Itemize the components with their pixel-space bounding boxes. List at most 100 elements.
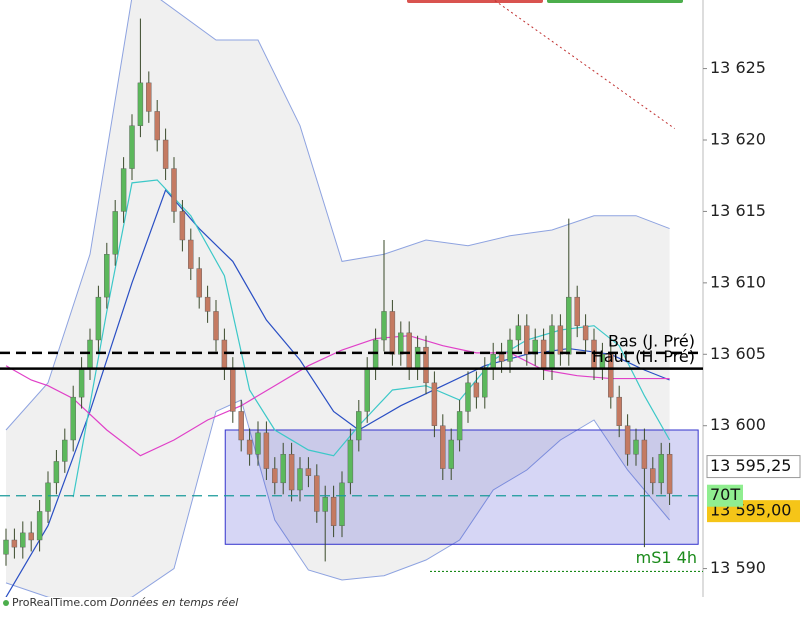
candle-body xyxy=(356,411,362,441)
level-label: Bas (J. Pré) xyxy=(608,331,695,350)
candle-body xyxy=(339,482,345,526)
candle-body xyxy=(498,354,505,362)
candle-body xyxy=(633,439,639,455)
candle-body xyxy=(608,354,614,398)
y-tick-label: 13 615 xyxy=(710,201,766,220)
candle-body xyxy=(104,254,110,298)
y-tick-label: 13 610 xyxy=(710,272,766,291)
candle-body xyxy=(381,311,387,341)
moving-average xyxy=(5,335,670,457)
footer-site: ProRealTime.com xyxy=(12,596,107,609)
price-label-box xyxy=(707,484,743,507)
candle-body xyxy=(196,268,202,298)
candle-body xyxy=(162,139,169,169)
candle-body xyxy=(549,325,555,369)
candle-body xyxy=(95,296,102,341)
candle-body xyxy=(557,325,564,355)
candle-body xyxy=(120,168,127,212)
level-label: Haut (H. Pré) xyxy=(592,347,695,366)
plot: Bas (J. Pré)Haut (H. Pré) mS1 4h xyxy=(0,0,703,605)
y-tick-label: 13 625 xyxy=(710,58,766,77)
candle-body xyxy=(70,396,76,441)
candle-body xyxy=(188,239,194,269)
candle-body xyxy=(238,411,244,441)
candle-body xyxy=(137,82,144,126)
candle-body xyxy=(45,482,51,512)
sell-button[interactable] xyxy=(407,0,543,3)
candle-body xyxy=(11,539,18,548)
candle-body xyxy=(448,439,454,469)
candle-body xyxy=(540,339,547,369)
candle-body xyxy=(440,425,446,469)
y-tick-label: 13 620 xyxy=(710,130,766,149)
candle-body xyxy=(78,368,85,398)
candle-body xyxy=(179,211,186,241)
candle-body xyxy=(658,454,664,484)
candle-body xyxy=(288,454,295,491)
candle-body xyxy=(624,425,631,455)
candle-body xyxy=(53,461,60,484)
candle-body xyxy=(322,496,328,512)
candle-body xyxy=(3,539,9,555)
candle-body xyxy=(146,82,152,112)
candle-body xyxy=(246,439,253,455)
candle-body xyxy=(566,296,572,355)
candle-body xyxy=(532,339,538,355)
price-label: 70T xyxy=(710,485,740,504)
candle-body xyxy=(389,311,396,355)
candle-body xyxy=(456,411,463,441)
candle-body xyxy=(616,396,622,426)
candle-body xyxy=(36,511,43,541)
y-tick-label: 13 600 xyxy=(710,415,766,434)
candle-body xyxy=(255,432,261,455)
candle-body xyxy=(171,168,177,212)
candle-body xyxy=(28,532,34,541)
candle-body xyxy=(482,368,488,398)
candle-body xyxy=(406,332,412,369)
logo xyxy=(3,600,9,606)
candle-body xyxy=(87,339,93,369)
candle-body xyxy=(582,325,589,341)
candle-body xyxy=(364,368,370,412)
candle-body xyxy=(524,325,530,355)
candle-body xyxy=(347,439,354,484)
candle-body xyxy=(230,368,236,412)
candle-body xyxy=(263,432,270,469)
footer-note: Données en temps réel xyxy=(110,596,238,609)
candle-body xyxy=(650,468,656,484)
candle-body xyxy=(641,439,648,469)
candle-body xyxy=(305,468,312,476)
candle-body xyxy=(515,325,522,341)
candle-body xyxy=(666,454,673,494)
trend-line xyxy=(494,0,675,129)
candle-body xyxy=(213,311,219,341)
candle-body xyxy=(20,532,26,548)
candle-body xyxy=(221,339,228,369)
candle-body xyxy=(473,382,480,398)
candle-body xyxy=(431,382,438,426)
band-fill xyxy=(6,0,670,605)
candle-body xyxy=(465,382,471,412)
candle-body xyxy=(372,339,379,369)
level-label: mS1 4h xyxy=(636,548,697,567)
candle-body xyxy=(129,125,135,169)
candle-body xyxy=(204,296,211,312)
candle-body xyxy=(423,346,429,384)
band-upper xyxy=(5,0,670,431)
candle-body xyxy=(414,346,421,369)
candle-body xyxy=(272,468,278,484)
candle-body xyxy=(574,296,580,326)
buy-button[interactable] xyxy=(547,0,683,3)
y-tick-label: 13 590 xyxy=(710,558,766,577)
candle-body xyxy=(314,475,320,512)
candle-body xyxy=(297,468,303,491)
y-tick-label: 13 605 xyxy=(710,344,766,363)
candle-body xyxy=(112,211,118,255)
candle-body xyxy=(154,111,160,141)
candle-body xyxy=(490,354,496,369)
price-label: 13 595,25 xyxy=(710,456,791,475)
candle-body xyxy=(330,496,337,526)
price-label-box xyxy=(706,455,801,479)
